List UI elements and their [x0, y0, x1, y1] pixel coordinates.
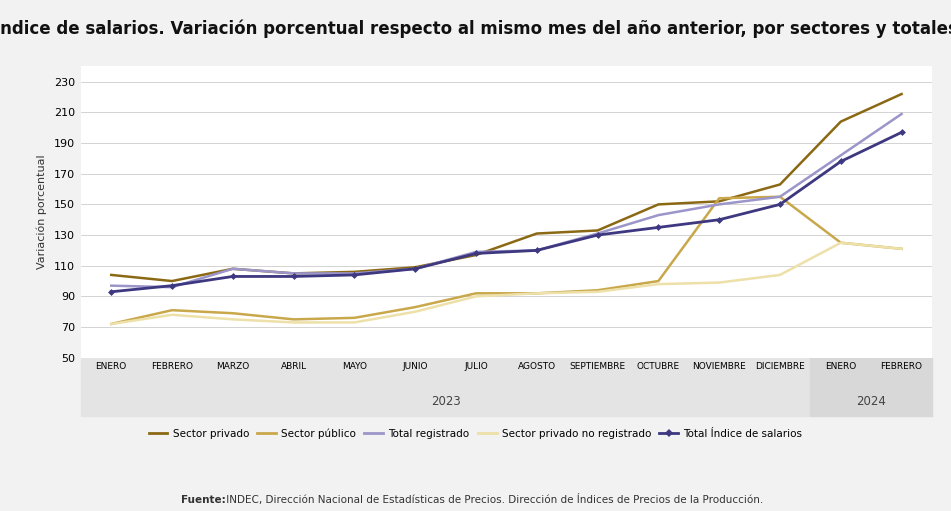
- Text: 2023: 2023: [431, 394, 460, 408]
- Legend: Sector privado, Sector público, Total registrado, Sector privado no registrado, : Sector privado, Sector público, Total re…: [145, 424, 806, 443]
- Text: Fuente:: Fuente:: [181, 495, 225, 505]
- Y-axis label: Variación porcentual: Variación porcentual: [37, 155, 48, 269]
- Text: INDEC, Dirección Nacional de Estadísticas de Precios. Dirección de Índices de Pr: INDEC, Dirección Nacional de Estadística…: [223, 494, 763, 505]
- Text: Índice de salarios. Variación porcentual respecto al mismo mes del año anterior,: Índice de salarios. Variación porcentual…: [0, 18, 951, 38]
- Text: 2024: 2024: [856, 394, 886, 408]
